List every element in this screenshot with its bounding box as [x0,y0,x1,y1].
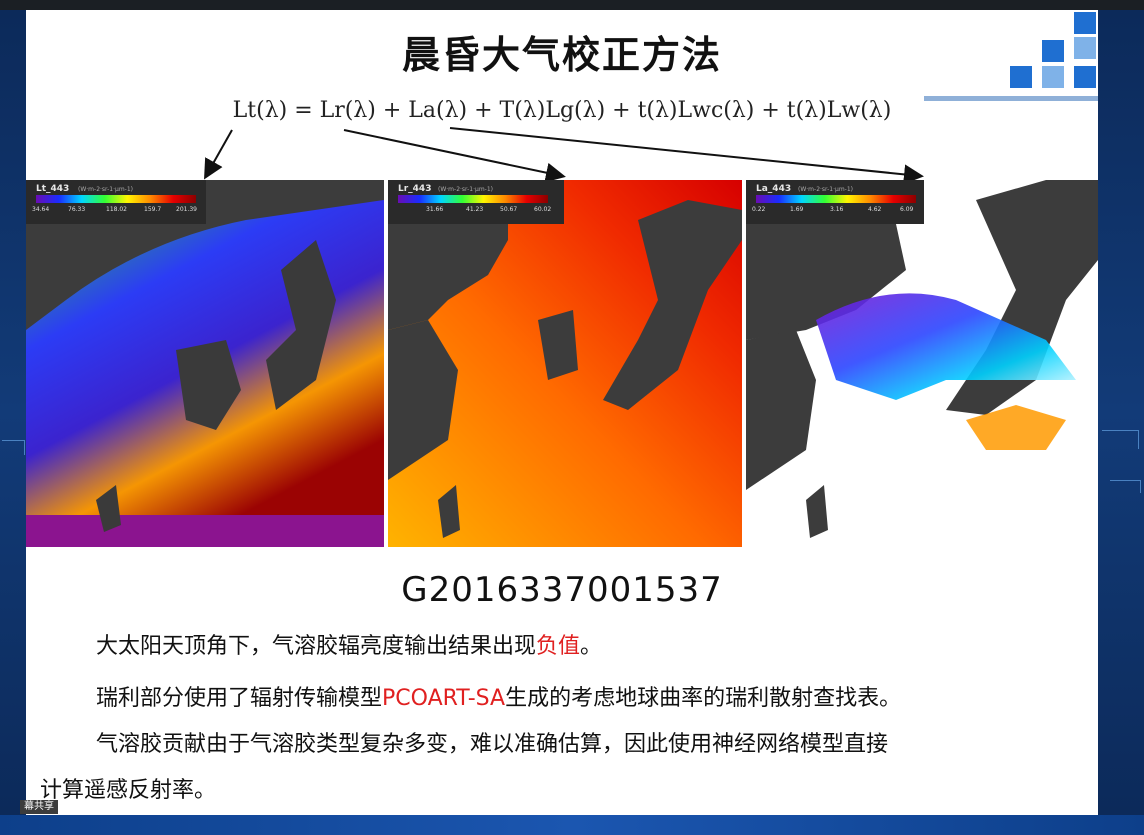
paragraph-3: 气溶胶贡献由于气溶胶类型复杂多变，难以准确估算，因此使用神经网络模型直接 [96,732,889,757]
decoration-square [1074,37,1096,59]
panel-label: Lr_443 [398,184,432,194]
map-panel-la: La_443 (W·m-2·sr-1·µm-1) 0.22 1.69 3.16 … [746,180,1098,547]
slide: 晨昏大气校正方法 Lt(λ) = Lr(λ) + La(λ) + T(λ)Lg(… [26,10,1098,815]
highlight-text: PCOART-SA [382,686,506,711]
colorbar-tick: 159.7 [144,206,162,213]
panel-label: La_443 [756,184,792,194]
paragraph-1: 大太阳天顶角下，气溶胶辐亮度输出结果出现负值。 [96,628,602,660]
paragraph-text: 瑞利部分使用了辐射传输模型 [96,686,383,711]
granule-id: G2016337001537 [401,570,723,610]
paragraph-3-continued: 计算遥感反射率。 [40,778,217,803]
paragraph-2: 瑞利部分使用了辐射传输模型PCOART-SA生成的考虑地球曲率的瑞利散射查找表。 [96,680,901,712]
colorbar-header: La_443 (W·m-2·sr-1·µm-1) 0.22 1.69 3.16 … [746,180,924,224]
slide-title: 晨昏大气校正方法 [401,33,722,77]
colorbar-tick: 60.02 [534,206,552,213]
colorbar-tick: 201.39 [176,206,197,213]
decoration-square [1074,66,1096,88]
map-panel-lt: Lt_443 (W·m-2·sr-1·µm-1) 34.64 76.33 118… [26,180,384,547]
radiance-equation: Lt(λ) = Lr(λ) + La(λ) + T(λ)Lg(λ) + t(λ)… [232,98,892,123]
lt-map-image [26,180,384,547]
la-map-image [746,180,1098,547]
decoration-square [1042,66,1064,88]
colorbar-tick: 3.16 [830,206,844,213]
colorbar-tick: 118.02 [106,206,127,213]
panel-unit: (W·m-2·sr-1·µm-1) [798,186,853,193]
colorbar [36,195,196,203]
colorbar-tick: 50.67 [500,206,518,213]
paragraph-text: 。 [580,634,603,659]
decoration-line [924,96,1098,101]
decoration-square [1010,66,1032,88]
colorbar-tick: 4.62 [868,206,882,213]
decoration-square [1074,12,1096,34]
paragraph-text: 大太阳天顶角下，气溶胶辐亮度输出结果出现 [96,634,537,659]
screen-share-badge: 幕共享 [20,800,58,814]
colorbar-tick: 31.66 [426,206,444,213]
bottom-bar [0,815,1144,835]
map-panel-lr: Lr_443 (W·m-2·sr-1·µm-1) 31.66 41.23 50.… [388,180,742,547]
background-left [0,10,26,815]
colorbar [756,195,916,203]
background-right [1098,10,1144,815]
equation-arrows [204,127,924,185]
colorbar [398,195,548,203]
colorbar-header: Lr_443 (W·m-2·sr-1·µm-1) 31.66 41.23 50.… [388,180,564,224]
panel-unit: (W·m-2·sr-1·µm-1) [438,186,493,193]
panel-unit: (W·m-2·sr-1·µm-1) [78,186,133,193]
highlight-text: 负值 [536,634,581,659]
paragraph-text: 生成的考虑地球曲率的瑞利散射查找表。 [505,686,902,711]
colorbar-tick: 1.69 [790,206,804,213]
colorbar-tick: 34.64 [32,206,50,213]
colorbar-header: Lt_443 (W·m-2·sr-1·µm-1) 34.64 76.33 118… [26,180,206,224]
colorbar-tick: 6.09 [900,206,914,213]
colorbar-tick: 0.22 [752,206,766,213]
lr-map-image [388,180,742,547]
decoration-square [1042,40,1064,62]
colorbar-tick: 76.33 [68,206,86,213]
panel-label: Lt_443 [36,184,70,194]
top-bar [0,0,1144,10]
colorbar-tick: 41.23 [466,206,484,213]
